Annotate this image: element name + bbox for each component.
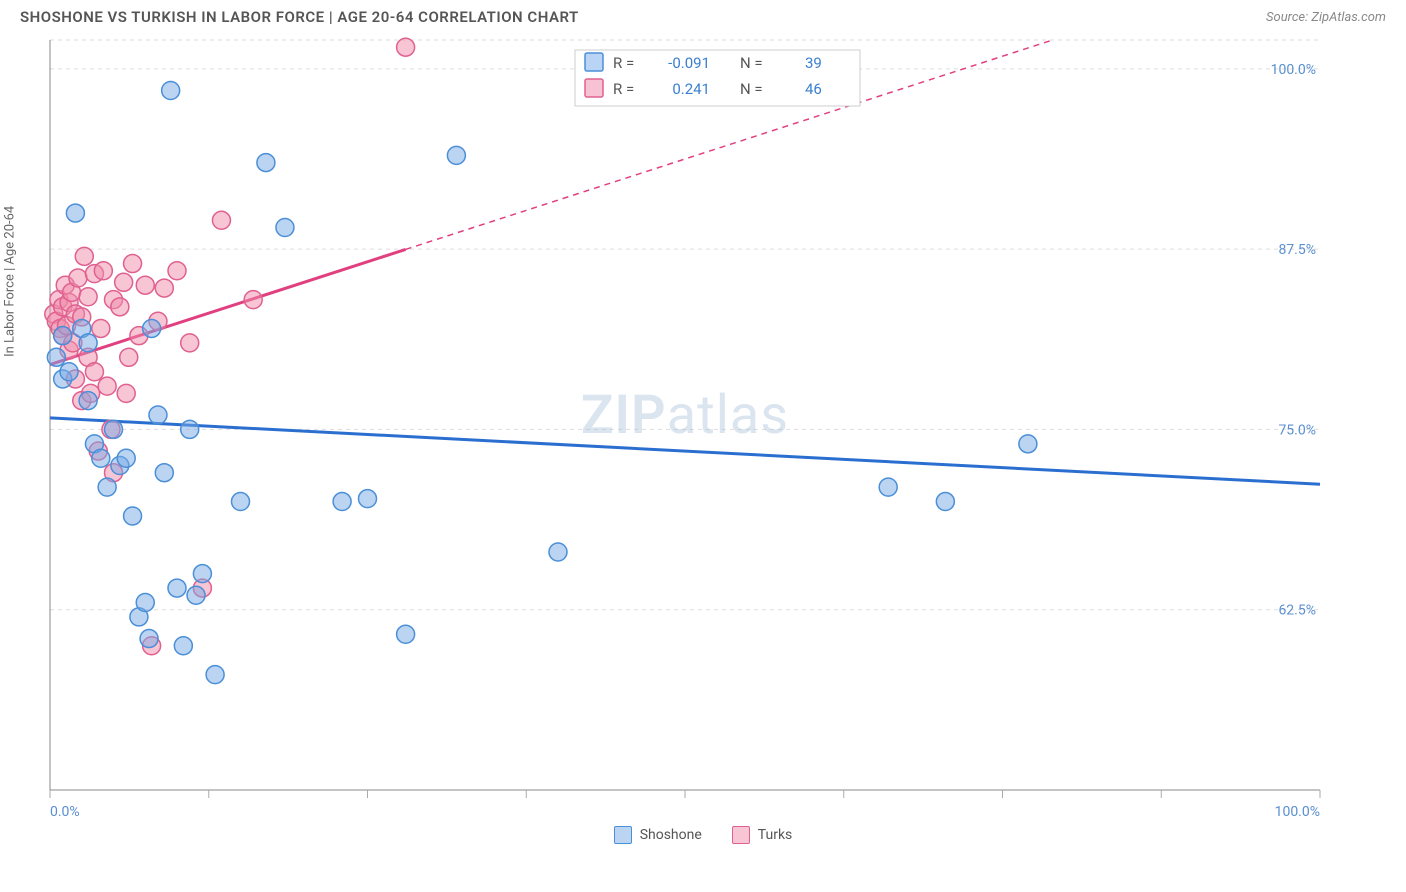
chart-title: SHOSHONE VS TURKISH IN LABOR FORCE | AGE…	[20, 8, 579, 26]
watermark: ZIPatlas	[581, 384, 789, 447]
data-point	[333, 493, 351, 511]
y-tick-label: 62.5%	[1278, 603, 1316, 619]
data-point	[124, 507, 142, 525]
legend-n-value: 39	[805, 54, 822, 72]
data-point	[79, 392, 97, 410]
y-tick-label: 87.5%	[1278, 242, 1316, 258]
data-point	[187, 586, 205, 604]
data-point	[117, 384, 135, 402]
legend-n-value: 46	[805, 80, 822, 98]
data-point	[206, 666, 224, 684]
legend-r-label: R =	[613, 54, 634, 72]
data-point	[136, 594, 154, 612]
data-point	[75, 247, 93, 265]
data-point	[79, 334, 97, 352]
data-point	[143, 319, 161, 337]
data-point	[60, 363, 78, 381]
data-point	[136, 276, 154, 294]
data-point	[212, 211, 230, 229]
data-point	[168, 579, 186, 597]
data-point	[397, 625, 415, 643]
data-point	[162, 81, 180, 99]
scatter-chart: 0.0% 100.0% 75.0% 100.0% 62.5% 87.5% ZIPatlas R…	[20, 30, 1360, 820]
data-point	[232, 493, 250, 511]
data-point	[193, 565, 211, 583]
data-point	[105, 420, 123, 438]
data-point	[54, 327, 72, 345]
data-point	[276, 219, 294, 237]
data-point	[174, 637, 192, 655]
data-point	[120, 348, 138, 366]
x-tick-label: 0.0%	[50, 804, 80, 820]
legend-r-label: R =	[613, 80, 634, 98]
data-point	[181, 334, 199, 352]
data-point	[447, 146, 465, 164]
data-point	[168, 262, 186, 280]
data-point	[111, 298, 129, 316]
data-point	[98, 478, 116, 496]
legend-item: Turks	[732, 826, 793, 844]
legend-label: Shoshone	[640, 827, 702, 843]
data-point	[79, 288, 97, 306]
data-point	[117, 449, 135, 467]
legend-r-value: -0.091	[668, 54, 710, 72]
y-tick-label: 100.0%	[1271, 62, 1316, 78]
data-point	[257, 154, 275, 172]
legend-r-value: 0.241	[672, 80, 710, 98]
data-point	[244, 291, 262, 309]
data-point	[936, 493, 954, 511]
y-tick-label: 75.0%	[1278, 422, 1316, 438]
data-point	[359, 490, 377, 508]
legend-item: Shoshone	[614, 826, 702, 844]
data-point	[181, 420, 199, 438]
data-point	[98, 377, 116, 395]
data-point	[92, 319, 110, 337]
legend-swatch-icon	[732, 826, 750, 844]
legend-swatch-icon	[614, 826, 632, 844]
legend-label: Turks	[758, 827, 793, 843]
data-point	[879, 478, 897, 496]
data-point	[92, 449, 110, 467]
data-point	[66, 204, 84, 222]
legend-n-label: N =	[740, 54, 763, 72]
data-point	[47, 348, 65, 366]
x-tick-label: 100.0%	[1275, 804, 1320, 820]
data-point	[155, 279, 173, 297]
series-legend: Shoshone Turks	[0, 820, 1406, 844]
data-point	[155, 464, 173, 482]
data-point	[1019, 435, 1037, 453]
data-point	[85, 363, 103, 381]
legend-swatch	[585, 79, 603, 97]
data-point	[397, 38, 415, 56]
y-axis-label: In Labor Force | Age 20-64	[3, 206, 18, 357]
legend-swatch	[585, 53, 603, 71]
legend-n-label: N =	[740, 80, 763, 98]
data-point	[69, 269, 87, 287]
data-point	[140, 630, 158, 648]
data-point	[124, 255, 142, 273]
data-point	[549, 543, 567, 561]
data-point	[149, 406, 167, 424]
source-attribution: Source: ZipAtlas.com	[1266, 10, 1386, 25]
data-point	[115, 273, 133, 291]
data-point	[94, 262, 112, 280]
